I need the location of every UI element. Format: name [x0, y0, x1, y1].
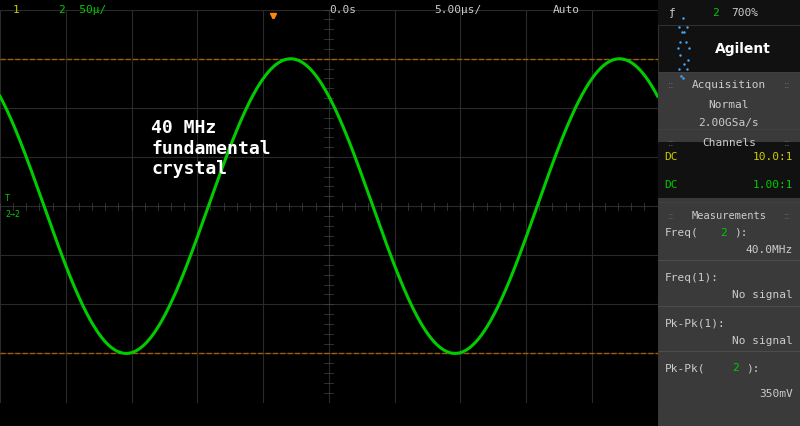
Text: ):: ): — [734, 227, 748, 237]
Text: Freq(: Freq( — [665, 227, 698, 237]
Text: Auto: Auto — [552, 5, 579, 14]
Text: 10.0:1: 10.0:1 — [752, 151, 793, 161]
Text: ):: ): — [746, 362, 759, 372]
FancyBboxPatch shape — [658, 130, 800, 202]
Text: 1.00:1: 1.00:1 — [752, 179, 793, 190]
Text: No signal: No signal — [732, 290, 793, 300]
Text: 0.0s: 0.0s — [329, 5, 356, 14]
Text: Freq(1):: Freq(1): — [665, 273, 718, 283]
Text: ::: :: — [667, 80, 674, 90]
Text: 2→2: 2→2 — [6, 210, 20, 219]
Text: Channels: Channels — [702, 138, 756, 148]
FancyBboxPatch shape — [658, 0, 800, 26]
Text: Pk-Pk(: Pk-Pk( — [665, 362, 706, 372]
FancyBboxPatch shape — [658, 143, 800, 170]
FancyBboxPatch shape — [658, 202, 800, 426]
FancyBboxPatch shape — [658, 170, 800, 198]
Text: Agilent: Agilent — [715, 42, 771, 56]
Text: 2: 2 — [720, 227, 727, 237]
Text: No signal: No signal — [732, 335, 793, 345]
Text: 2.00GSa/s: 2.00GSa/s — [698, 117, 759, 127]
Text: 40.0MHz: 40.0MHz — [746, 244, 793, 254]
Text: ::: :: — [783, 138, 790, 148]
Text: ƒ: ƒ — [669, 8, 676, 18]
Text: 2  50μ/: 2 50μ/ — [59, 5, 106, 14]
Text: 1: 1 — [13, 5, 20, 14]
Text: Acquisition: Acquisition — [692, 80, 766, 90]
Text: ::: :: — [783, 210, 790, 220]
FancyBboxPatch shape — [658, 72, 800, 130]
Text: Pk-Pk(1):: Pk-Pk(1): — [665, 318, 726, 328]
Text: Measurements: Measurements — [691, 210, 766, 220]
Text: 5.00μs/: 5.00μs/ — [434, 5, 482, 14]
Text: DC: DC — [665, 179, 678, 190]
Text: DC: DC — [665, 151, 678, 161]
Text: Normal: Normal — [709, 100, 749, 110]
Text: ::: :: — [667, 210, 674, 220]
Text: 40 MHz
fundamental
crystal: 40 MHz fundamental crystal — [151, 118, 271, 178]
Text: 2: 2 — [732, 362, 738, 372]
Text: ::: :: — [667, 138, 674, 148]
Text: 700%: 700% — [732, 8, 758, 18]
Text: 350mV: 350mV — [759, 388, 793, 398]
FancyBboxPatch shape — [658, 26, 800, 72]
Text: T: T — [6, 193, 10, 202]
Text: 2: 2 — [712, 8, 718, 18]
Text: ::: :: — [783, 80, 790, 90]
